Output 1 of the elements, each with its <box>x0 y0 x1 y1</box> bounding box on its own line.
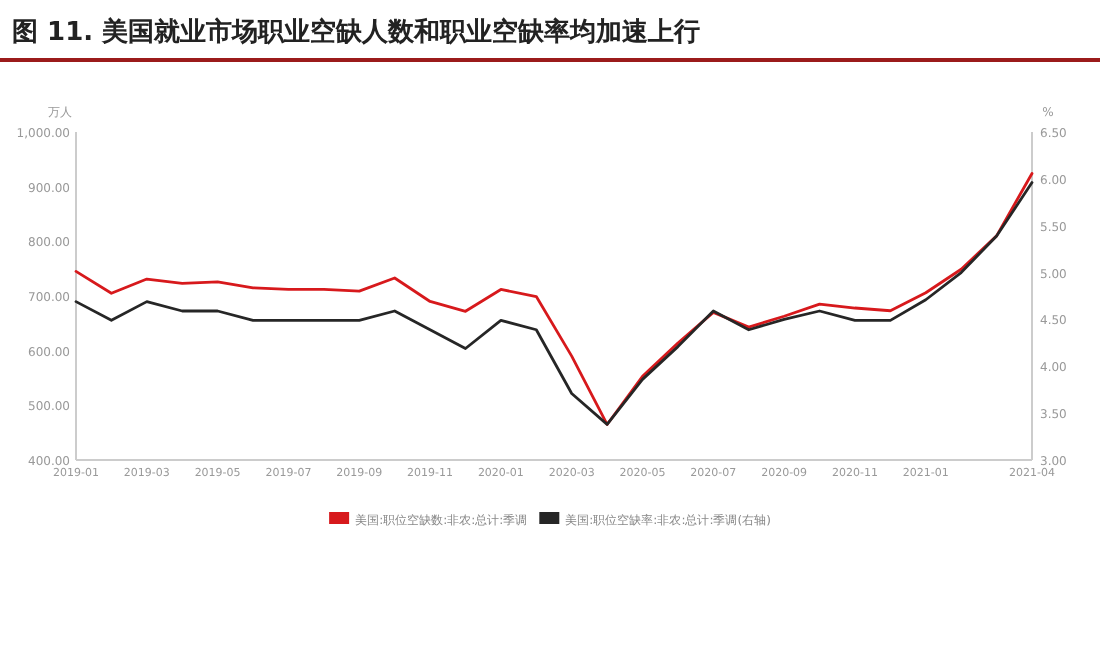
chart-title: 图 11. 美国就业市场职业空缺人数和职业空缺率均加速上行 <box>12 16 701 48</box>
